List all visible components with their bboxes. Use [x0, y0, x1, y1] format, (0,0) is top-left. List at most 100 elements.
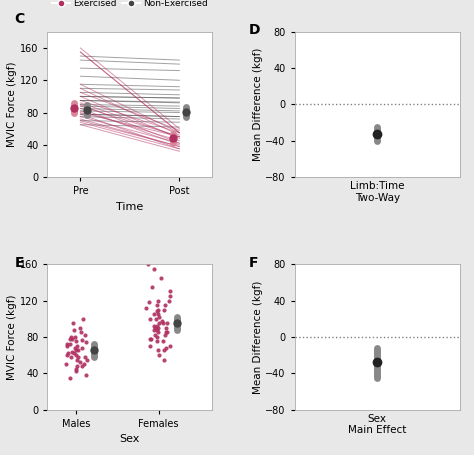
Point	[158, 317, 166, 324]
Point	[154, 306, 162, 313]
Point	[161, 302, 169, 309]
Point	[78, 362, 85, 369]
Point	[164, 319, 171, 327]
Point	[151, 324, 159, 331]
Y-axis label: MVIC Force (kgf): MVIC Force (kgf)	[7, 62, 17, 147]
Point	[77, 329, 85, 336]
Y-axis label: MVIC Force (kgf): MVIC Force (kgf)	[7, 294, 17, 379]
Point	[162, 329, 169, 336]
X-axis label: Sex
Main Effect: Sex Main Effect	[348, 414, 407, 435]
Point	[82, 339, 89, 346]
Point	[166, 293, 173, 300]
Point	[66, 335, 74, 342]
Point	[76, 324, 84, 331]
Point	[159, 338, 167, 345]
Point	[81, 353, 89, 360]
Point	[70, 326, 77, 333]
Text: C: C	[14, 11, 25, 25]
Point	[165, 297, 173, 304]
Point	[74, 353, 82, 360]
Point	[154, 333, 161, 340]
Point	[150, 265, 158, 273]
X-axis label: Limb:Time
Two-Way: Limb:Time Two-Way	[350, 181, 404, 203]
Point	[153, 308, 160, 315]
Point	[143, 304, 150, 312]
Point	[157, 274, 165, 282]
Point	[68, 335, 75, 342]
Point	[71, 333, 79, 340]
Point	[72, 344, 79, 351]
Point	[150, 311, 158, 318]
Point	[80, 360, 87, 368]
Point	[154, 324, 162, 331]
Point	[67, 353, 75, 360]
Point	[151, 331, 159, 339]
Point	[73, 342, 81, 349]
Point	[73, 356, 81, 363]
Point	[67, 374, 74, 381]
Point	[153, 338, 160, 345]
Point	[154, 347, 162, 354]
Point	[78, 336, 86, 343]
X-axis label: Sex: Sex	[120, 434, 140, 444]
Point	[155, 313, 163, 320]
Point	[159, 319, 166, 327]
Point	[68, 333, 75, 340]
Point	[155, 319, 163, 327]
Point	[82, 371, 90, 379]
Point	[164, 329, 171, 336]
Point	[70, 319, 77, 327]
Point	[166, 288, 174, 295]
Point	[155, 297, 162, 304]
Point	[63, 351, 71, 359]
Point	[161, 331, 168, 339]
Point	[145, 299, 153, 306]
Point	[64, 342, 71, 349]
Point	[151, 326, 158, 333]
Point	[154, 329, 161, 336]
Point	[160, 356, 168, 363]
Point	[144, 261, 152, 268]
Point	[152, 315, 159, 322]
Point	[70, 349, 78, 357]
Point	[150, 322, 157, 329]
Point	[153, 302, 160, 309]
Point	[73, 347, 80, 354]
X-axis label: Time: Time	[116, 202, 144, 212]
Point	[147, 335, 155, 342]
Point	[166, 342, 174, 349]
Point	[146, 335, 154, 342]
Point	[162, 344, 169, 351]
Point	[160, 306, 168, 313]
Text: E: E	[14, 256, 24, 269]
Point	[64, 340, 71, 348]
Point	[72, 365, 79, 372]
Point	[76, 359, 84, 366]
Point	[79, 344, 86, 351]
Point	[73, 338, 80, 345]
Text: F: F	[249, 256, 258, 269]
Y-axis label: Mean Difference (kgf): Mean Difference (kgf)	[253, 48, 263, 161]
Point	[155, 351, 163, 359]
Point	[162, 324, 170, 331]
Point	[74, 347, 82, 354]
Point	[79, 315, 87, 322]
Legend: Exercised, Non-Exercised: Exercised, Non-Exercised	[49, 0, 211, 12]
Point	[153, 326, 161, 333]
Point	[153, 322, 161, 329]
Point	[64, 349, 72, 357]
Point	[146, 342, 154, 349]
Y-axis label: Mean Difference (kgf): Mean Difference (kgf)	[253, 280, 263, 394]
Point	[160, 347, 167, 354]
Point	[68, 349, 76, 356]
Point	[146, 315, 154, 322]
Point	[154, 311, 162, 318]
Point	[73, 362, 81, 369]
Point	[81, 331, 89, 339]
Point	[66, 340, 74, 348]
Point	[83, 356, 91, 363]
Point	[148, 283, 156, 291]
Text: D: D	[249, 23, 260, 37]
Point	[72, 368, 80, 375]
Point	[72, 351, 80, 359]
